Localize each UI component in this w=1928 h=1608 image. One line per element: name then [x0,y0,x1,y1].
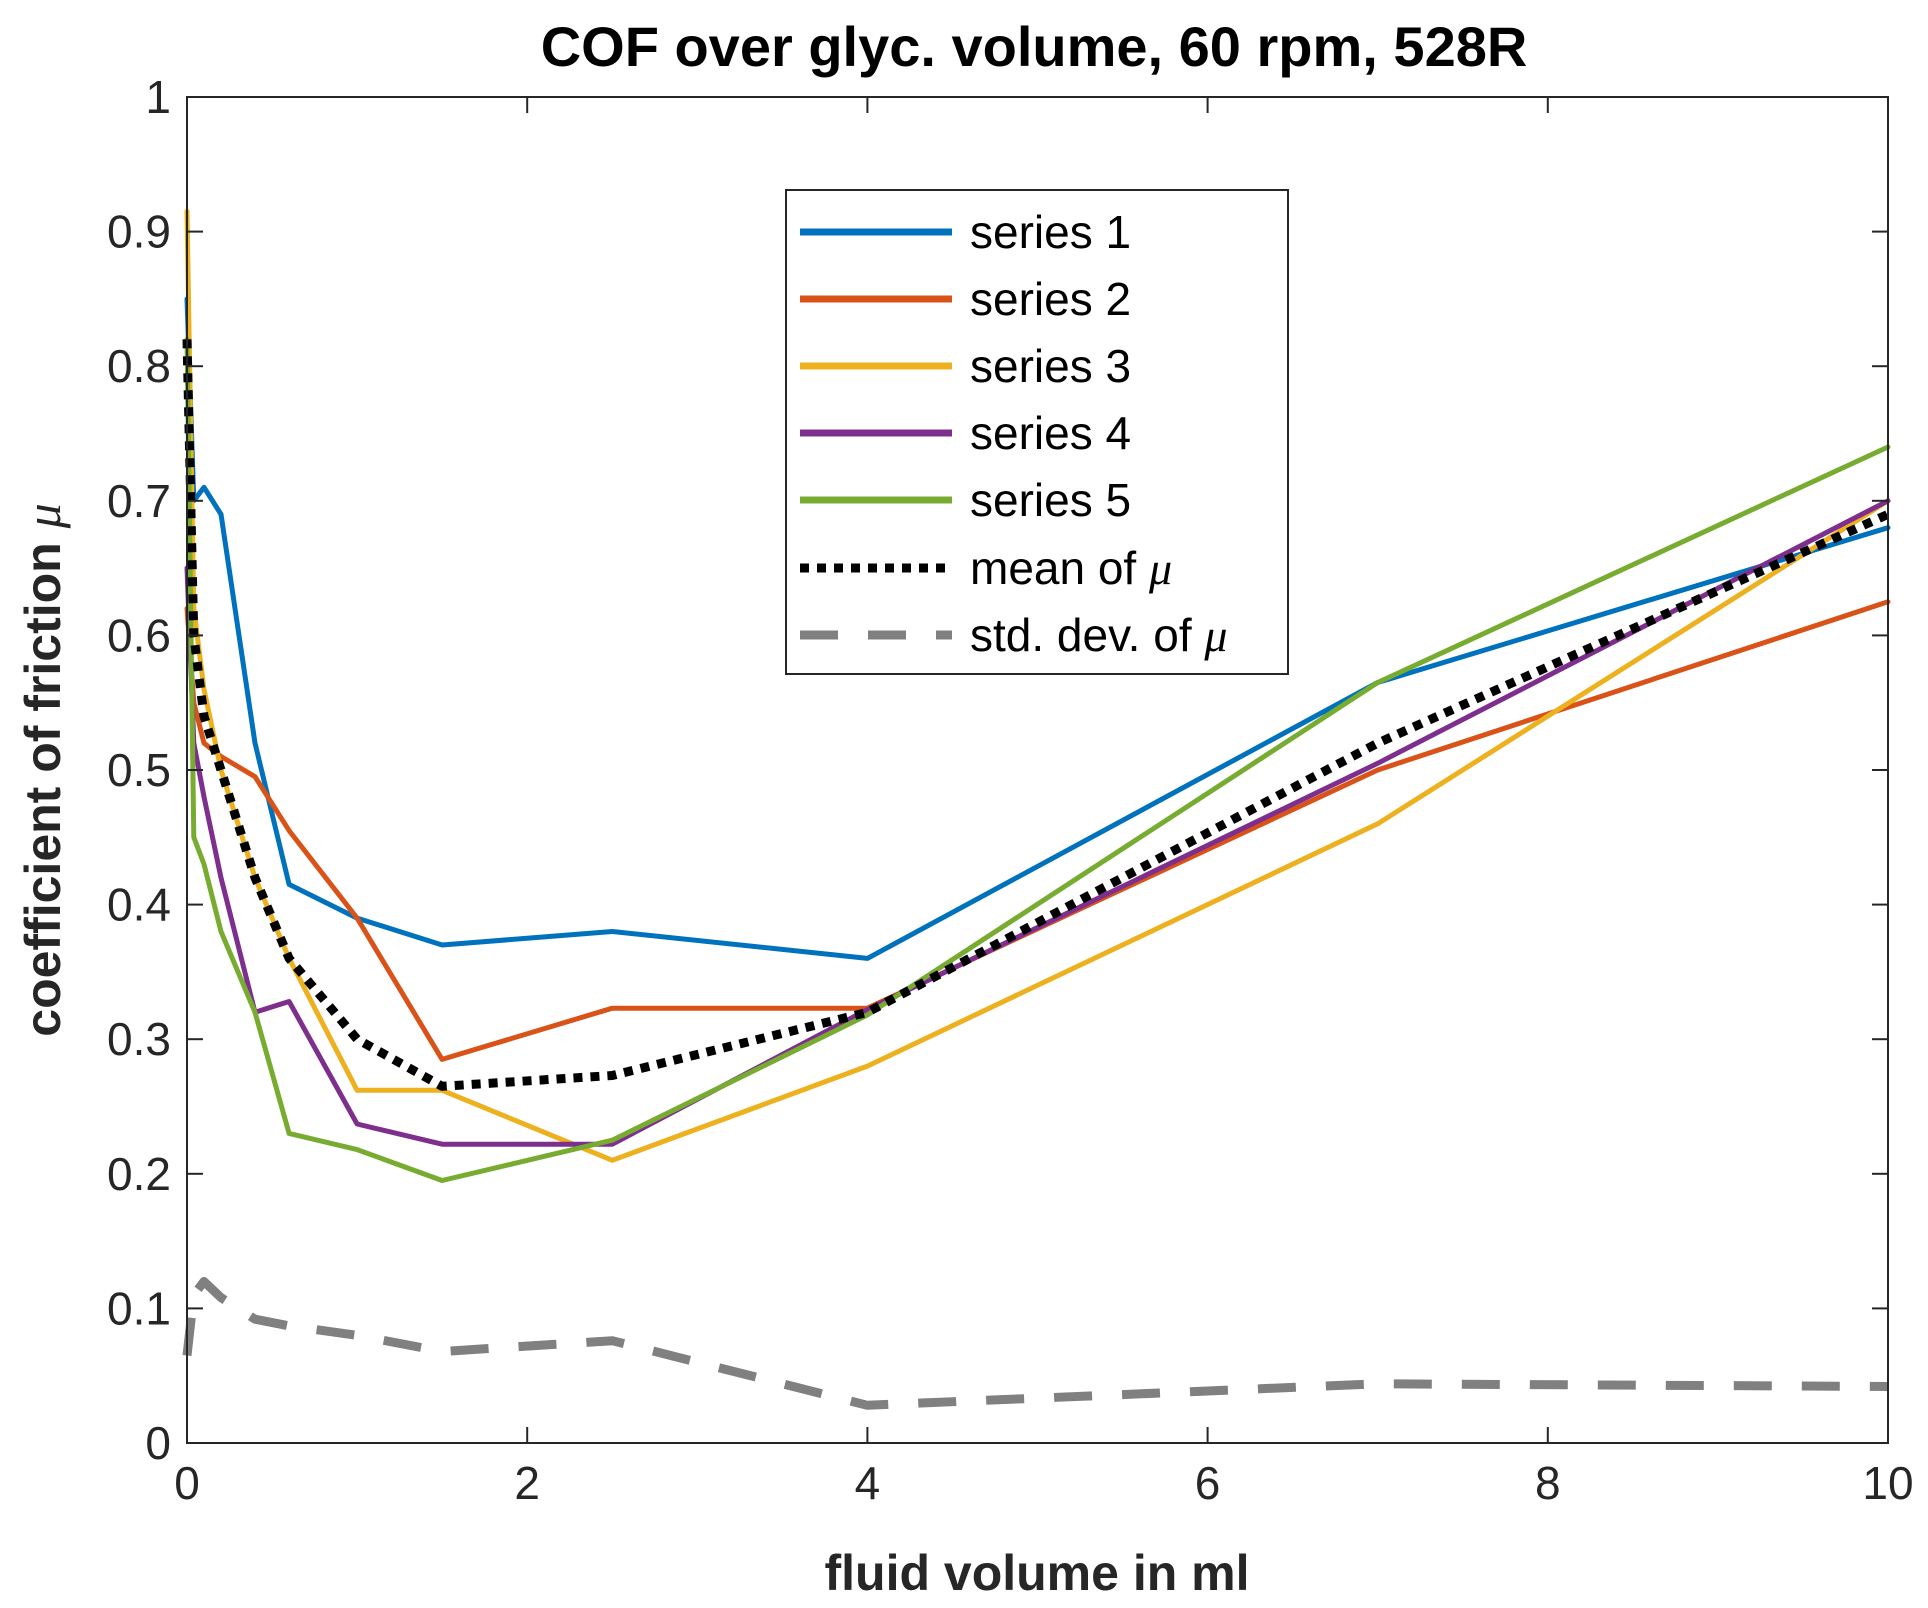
axes-box [186,96,1889,1444]
x-tick-label: 6 [1195,1457,1221,1509]
chart-title: COF over glyc. volume, 60 rpm, 528R [541,15,1528,78]
legend-label-series-5: series 5 [970,474,1131,526]
series-line-7 [182,1277,1889,1410]
legend-label-mean-text: mean of [970,542,1149,594]
y-tick-label: 0 [145,1417,171,1469]
ticks-group: 0 2 4 6 8 10 0 0.1 0.2 0.3 0.4 0.5 0.6 0.7 0.8 0.9 1 [107,71,1914,1509]
series-line-6 [182,339,1890,1091]
series-line-1 [184,296,1891,961]
y-tick-label: 0.2 [107,1148,171,1200]
y-tick-label: 0.9 [107,206,171,258]
series-line-5 [184,336,1891,1183]
y-axis-label-symbol: μ [15,503,71,529]
x-tick-label: 8 [1535,1457,1561,1509]
legend-box [785,189,1289,675]
x-axis-label: fluid volume in ml [824,1545,1249,1601]
y-tick-label: 0.6 [107,609,171,661]
legend-label-series-2: series 2 [970,273,1131,325]
legend: series 1 series 2 series 3 series 4 seri… [785,189,1289,675]
legend-label-std: std. dev. of μ [970,609,1227,661]
y-axis-label: coefficient of friction μ [15,503,71,1036]
y-tick-label: 1 [145,71,171,123]
legend-label-std-symbol: μ [1203,610,1227,661]
y-tick-label: 0.1 [107,1282,171,1334]
legend-label-series-3: series 3 [970,340,1131,392]
legend-label-series-4: series 4 [970,407,1131,459]
legend-label-series-1: series 1 [970,206,1131,258]
legend-label-mean: mean of μ [970,542,1172,594]
y-tick-label: 0.8 [107,340,171,392]
legend-label-mean-symbol: μ [1148,543,1172,594]
legend-label-std-text: std. dev. of [970,609,1204,661]
x-tick-label: 4 [855,1457,881,1509]
series-group [182,208,1891,1410]
y-tick-label: 0.4 [107,879,171,931]
y-axis-label-text: coefficient of friction [15,528,71,1036]
x-tick-label: 0 [174,1457,200,1509]
y-tick-label: 0.3 [107,1013,171,1065]
y-tick-label: 0.7 [107,475,171,527]
x-tick-label: 2 [514,1457,540,1509]
series-line-3 [184,208,1891,1163]
y-tick-label: 0.5 [107,744,171,796]
x-tick-label: 10 [1862,1457,1913,1509]
